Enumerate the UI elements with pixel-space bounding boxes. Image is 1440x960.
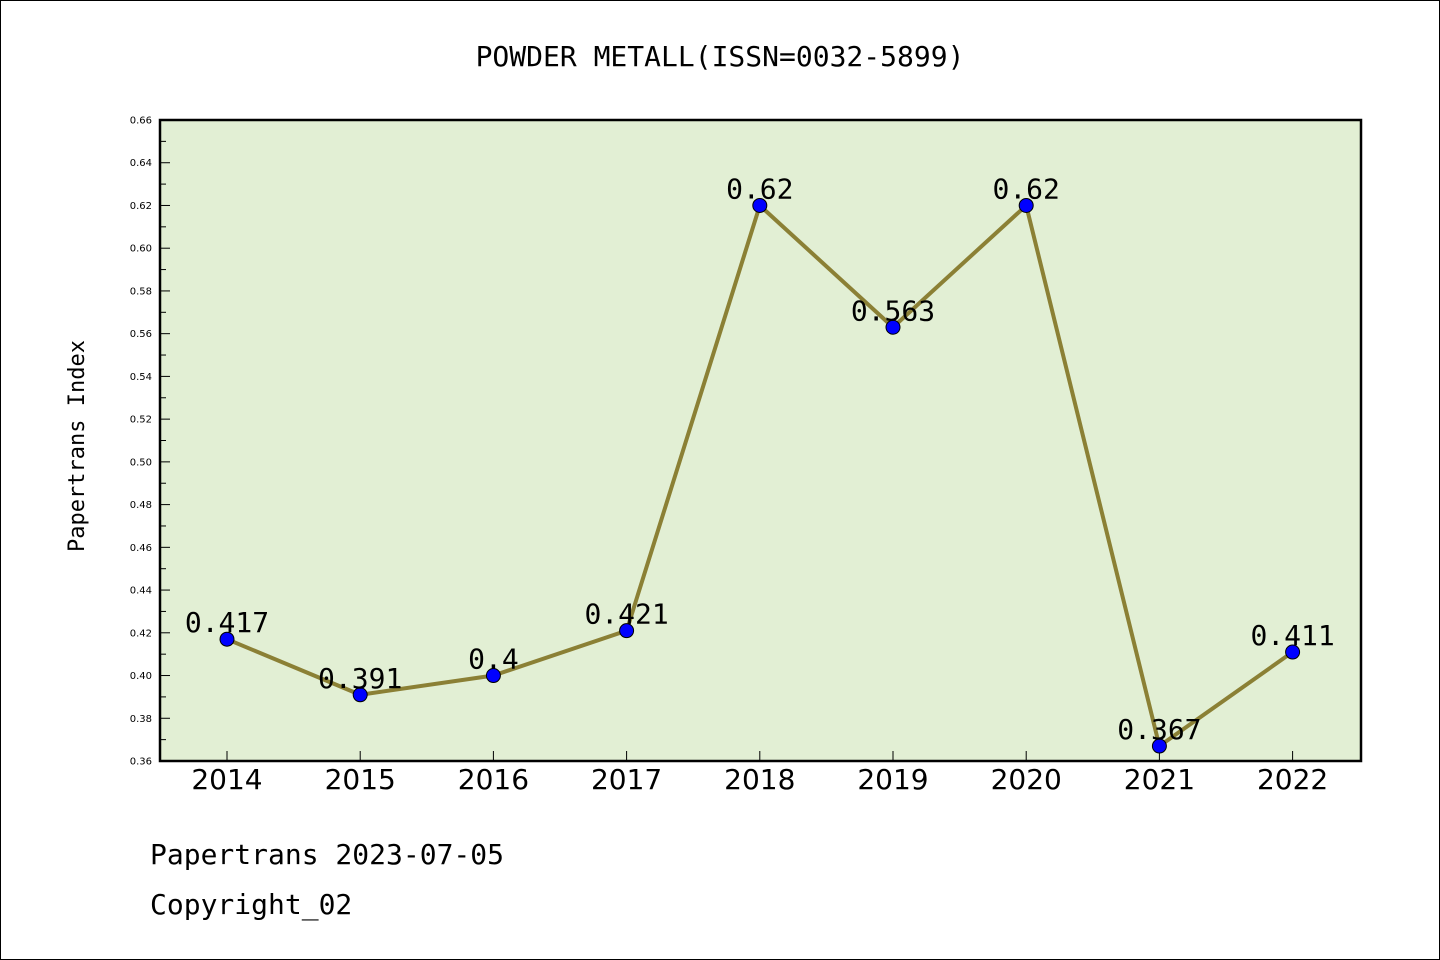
data-point [1285,644,1301,660]
y-axis-label: Papertrans Index [65,340,90,552]
x-tick-label: 2021 [1124,763,1195,796]
y-tick-label: 0.36 [130,757,152,768]
data-label: 0.62 [992,172,1059,205]
x-tick-label: 2019 [857,763,928,796]
data-point [619,623,635,639]
x-tick-label: 2015 [325,763,396,796]
x-tick-label: 2018 [724,763,795,796]
data-label: 0.421 [584,598,668,631]
data-label: 0.367 [1117,713,1201,746]
y-tick-label: 0.58 [130,286,152,297]
y-tick-label: 0.50 [130,457,152,468]
y-tick-label: 0.38 [130,714,152,725]
series-markers [219,197,1301,754]
data-label: 0.4 [468,643,519,676]
footer-copyright: Copyright_02 [150,888,352,922]
data-point [352,687,368,703]
y-tick-label: 0.54 [130,372,152,383]
y-tick-label: 0.48 [130,500,152,511]
x-tick-label: 2022 [1257,763,1328,796]
x-tick-label: 2016 [458,763,529,796]
y-tick-label: 0.60 [130,244,152,255]
data-label: 0.62 [726,172,793,205]
y-tick-label: 0.44 [130,586,152,597]
data-point [219,631,235,647]
data-label: 0.411 [1250,619,1334,652]
data-labels: 0.417 0.391 0.4 0.421 0.62 0.563 0.62 0.367 0.41… [185,172,1335,746]
y-tick-label: 0.40 [130,671,152,682]
y-tick-label: 0.64 [130,158,152,169]
data-point [1151,738,1167,754]
plot-area [158,118,1363,763]
y-tick-label: 0.42 [130,628,152,639]
data-label: 0.391 [318,662,402,695]
x-tick-label: 2017 [591,763,662,796]
data-point [1018,197,1034,213]
y-tick-label: 0.52 [130,415,152,426]
data-point [752,197,768,213]
x-axis-ticks: 2014 2015 2016 2017 2018 2019 2020 2021 2022 [191,751,1328,796]
y-tick-label: 0.56 [130,329,152,340]
data-label: 0.417 [185,606,269,639]
footer-date: Papertrans 2023-07-05 [150,838,504,871]
y-tick-label: 0.62 [130,201,152,212]
data-point [485,668,501,684]
data-point [885,319,901,335]
y-tick-label: 0.66 [130,116,152,127]
x-tick-label: 2014 [191,763,262,796]
y-axis-ticks: 0.36 0.38 0.40 0.42 0.44 0.46 0.48 0.50 0.52 0.54… [130,116,170,768]
y-tick-label: 0.46 [130,543,152,554]
chart-title: POWDER METALL(ISSN=0032-5899) [476,40,965,73]
x-tick-label: 2020 [991,763,1062,796]
data-label: 0.563 [851,294,935,327]
